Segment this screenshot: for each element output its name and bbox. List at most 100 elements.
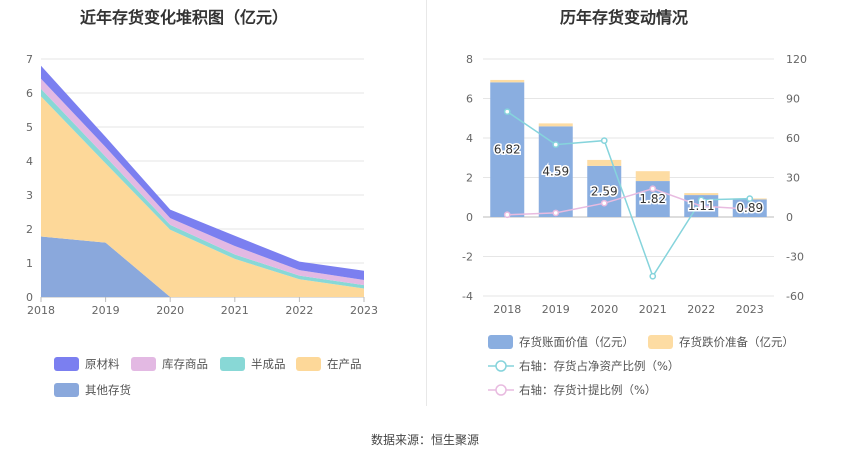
- stacked-area-chart: 0 1 2 3 4 5 6 7 2018 2019 2020 2021 2022 2023: [26, 53, 378, 317]
- y-tick-label: -2: [462, 251, 473, 264]
- legend-swatch: [296, 357, 321, 371]
- legend-item[interactable]: 库存商品: [131, 356, 208, 372]
- legend-item[interactable]: 右轴：存货占净资产比例（%）: [488, 358, 679, 374]
- legend-label: 存货账面价值（亿元）: [519, 335, 634, 349]
- y-tick-label: 8: [466, 53, 473, 66]
- y-tick-label: 1: [26, 257, 33, 270]
- bar-impairment-provision: [684, 193, 719, 196]
- y-tick-label: 4: [26, 155, 33, 168]
- line-point: [746, 195, 754, 202]
- legend-label: 半成品: [251, 357, 286, 371]
- bar-data-label: 6.82: [494, 143, 521, 157]
- x-tick-label: 2020: [590, 303, 618, 316]
- line-point: [600, 137, 608, 144]
- y-tick-label: 6: [26, 87, 33, 100]
- area-series: [41, 96, 364, 298]
- line-point: [552, 141, 560, 148]
- chart-divider: [426, 0, 427, 406]
- bar-impairment-provision: [490, 79, 525, 83]
- legend-label: 库存商品: [162, 357, 208, 371]
- bar-data-label: 1.11: [688, 199, 715, 213]
- bar-data-label: 0.89: [736, 201, 763, 215]
- legend-item[interactable]: 原材料: [54, 356, 120, 372]
- x-tick-label: 2020: [156, 304, 184, 317]
- line-point: [600, 199, 608, 207]
- line-point: [552, 209, 560, 217]
- inventory-change-chart: -4 -60 -2 -30 0 0 2 30 4 60 6 90 8 120 6.82 4.59 2.59 1.8…: [462, 53, 807, 316]
- legend-item[interactable]: 其他存货: [54, 382, 131, 398]
- line-series: [506, 111, 750, 278]
- line-point: [746, 205, 754, 213]
- legend-label: 右轴：存货占净资产比例（%）: [519, 359, 680, 373]
- legend-swatch: [648, 335, 673, 349]
- bar-impairment-provision: [538, 123, 573, 127]
- legend-label: 存货跌价准备（亿元）: [679, 335, 794, 349]
- y-tick-label: 5: [26, 121, 33, 134]
- y-tick-label: -4: [462, 290, 473, 303]
- bar-data-label: 4.59: [542, 165, 569, 179]
- y-tick-label: 0: [466, 211, 473, 224]
- right-chart-title: 历年存货变动情况: [560, 8, 689, 27]
- x-tick-label: 2021: [639, 303, 667, 316]
- right-chart-legend: 存货账面价值（亿元） 存货跌价准备（亿元） 右轴：存货占净资产比例（%） 右轴：存货计…: [426, 334, 850, 404]
- legend-label: 右轴：存货计提比例（%）: [519, 383, 657, 397]
- legend-label: 其他存货: [85, 383, 131, 397]
- legend-marker: [495, 384, 507, 396]
- x-tick-label: 2023: [736, 303, 764, 316]
- legend-item[interactable]: 半成品: [220, 356, 286, 372]
- line-point: [697, 196, 705, 204]
- legend-label: 在产品: [327, 357, 362, 371]
- legend-item[interactable]: 在产品: [296, 356, 362, 372]
- legend-item[interactable]: 存货账面价值（亿元）: [488, 334, 634, 350]
- left-chart-title: 近年存货变化堆积图（亿元）: [80, 8, 289, 27]
- legend-swatch: [488, 335, 513, 349]
- bar-data-label: 1.82: [639, 192, 666, 206]
- line-series: [507, 187, 750, 216]
- x-tick-label: 2019: [542, 303, 570, 316]
- y2-tick-label: 60: [786, 132, 800, 145]
- data-source-note: 数据来源：恒生聚源: [370, 433, 479, 447]
- left-chart-legend: 原材料 库存商品 半成品 在产品其他存货: [0, 356, 426, 404]
- y-tick-label: 3: [26, 189, 33, 202]
- bar-book-value: [490, 82, 525, 218]
- legend-swatch: [54, 383, 79, 397]
- x-tick-label: 2018: [493, 303, 521, 316]
- legend-line-swatch: [488, 359, 514, 373]
- x-tick-label: 2022: [687, 303, 715, 316]
- line-point: [649, 185, 657, 193]
- y-tick-label: 6: [466, 93, 473, 106]
- legend-label: 原材料: [85, 357, 120, 371]
- y-tick-label: 4: [466, 132, 473, 145]
- area-series: [41, 236, 364, 297]
- bar-impairment-provision: [635, 171, 670, 182]
- y2-tick-label: 90: [786, 93, 800, 106]
- legend-swatch: [220, 357, 245, 371]
- legend-marker: [495, 360, 507, 372]
- y2-tick-label: 30: [786, 172, 800, 185]
- legend-swatch: [131, 357, 156, 371]
- x-tick-label: 2018: [27, 304, 55, 317]
- bar-impairment-provision: [587, 159, 622, 166]
- line-point: [503, 211, 511, 219]
- y2-tick-label: -30: [786, 251, 804, 264]
- bar-data-label: 2.59: [591, 184, 618, 198]
- y2-tick-label: 120: [786, 53, 807, 66]
- x-tick-label: 2023: [350, 304, 378, 317]
- line-point: [503, 108, 511, 116]
- line-point: [697, 202, 705, 210]
- y2-tick-label: 0: [786, 211, 793, 224]
- y2-tick-label: -60: [786, 290, 804, 303]
- x-tick-label: 2022: [285, 304, 313, 317]
- legend-line-swatch: [488, 383, 514, 397]
- legend-item[interactable]: 右轴：存货计提比例（%）: [488, 382, 656, 398]
- y-tick-label: 2: [26, 223, 33, 236]
- y-tick-label: 2: [466, 172, 473, 185]
- x-tick-label: 2021: [221, 304, 249, 317]
- y-tick-label: 7: [26, 53, 33, 66]
- y-tick-label: 0: [26, 291, 33, 304]
- line-point: [649, 272, 657, 280]
- x-tick-label: 2019: [92, 304, 120, 317]
- legend-item[interactable]: 存货跌价准备（亿元）: [648, 334, 794, 350]
- legend-swatch: [54, 357, 79, 371]
